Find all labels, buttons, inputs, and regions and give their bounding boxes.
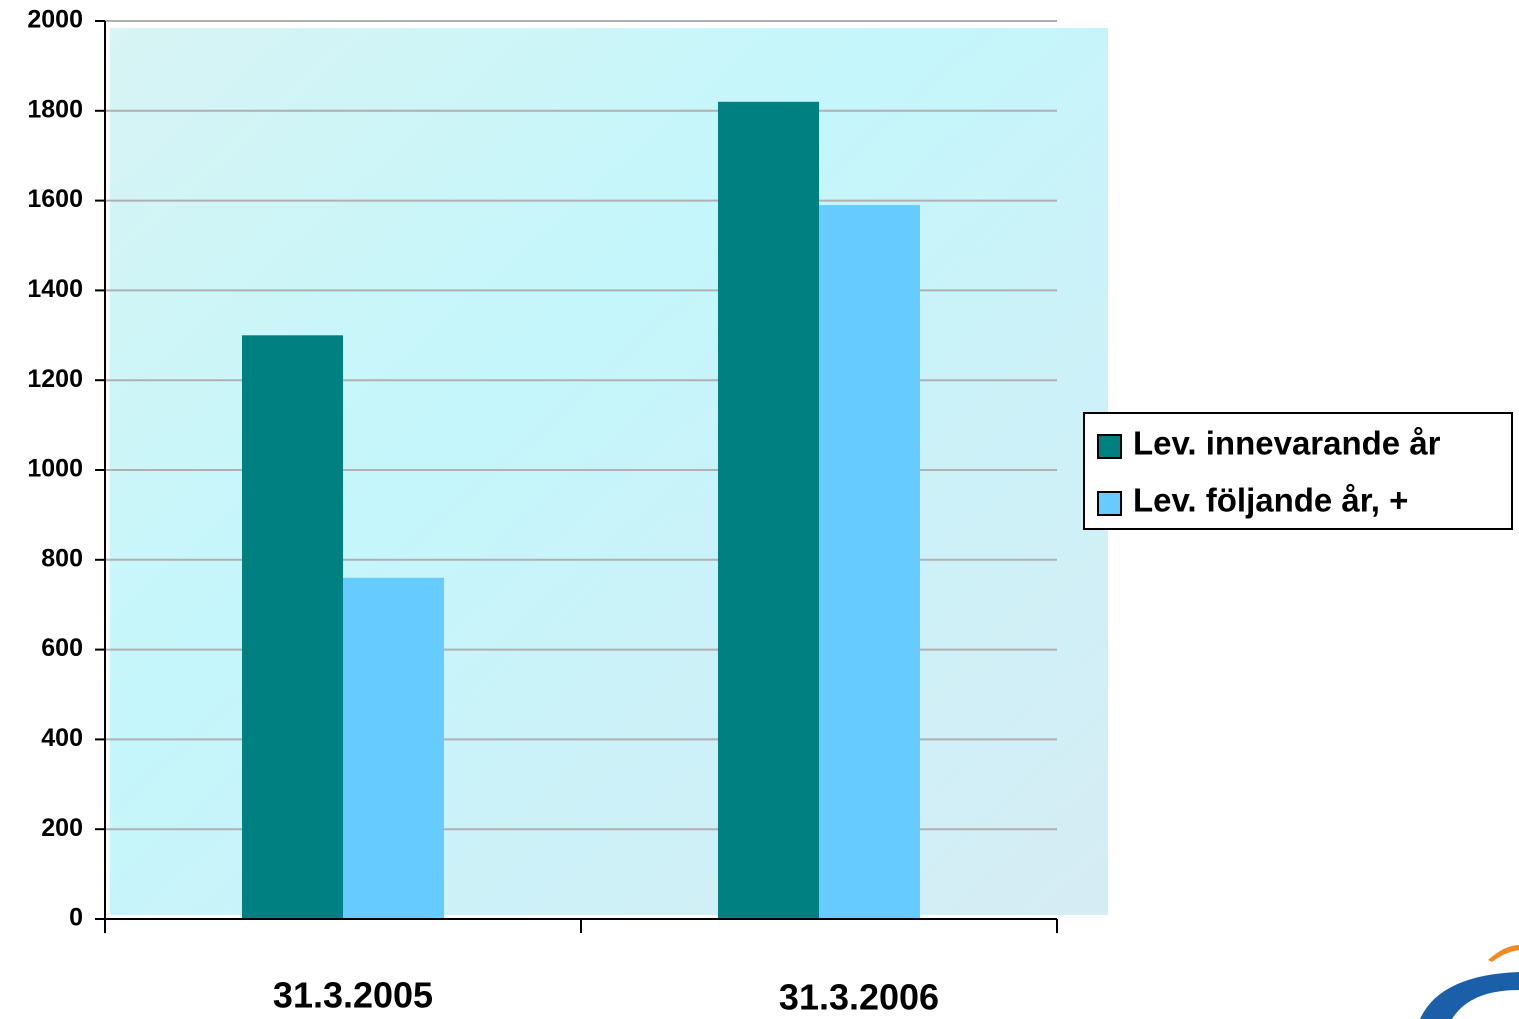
bar [718,101,819,919]
y-tick-label: 800 [41,544,83,572]
bar [242,335,343,919]
legend-label: Lev. följande år, + [1133,482,1408,519]
y-tick-label: 600 [41,634,83,662]
y-tick-label: 1000 [27,455,83,483]
y-tick-label: 2000 [27,6,83,34]
y-tick-label: 0 [69,904,83,932]
y-tick-label: 1400 [27,275,83,303]
bar [343,577,444,919]
y-tick-label: 200 [41,814,83,842]
x-tick-label: 31.3.2005 [273,975,433,1016]
legend-swatch [1097,434,1122,459]
legend [1083,412,1513,530]
logo [1420,945,1519,1019]
legend-label: Lev. innevarande år [1133,425,1441,462]
y-tick-label: 1800 [27,95,83,123]
bar [819,205,920,920]
x-tick-label: 31.3.2006 [779,977,939,1018]
y-tick-label: 400 [41,724,83,752]
legend-swatch [1097,491,1122,516]
y-tick-label: 1200 [27,365,83,393]
y-tick-label: 1600 [27,185,83,213]
